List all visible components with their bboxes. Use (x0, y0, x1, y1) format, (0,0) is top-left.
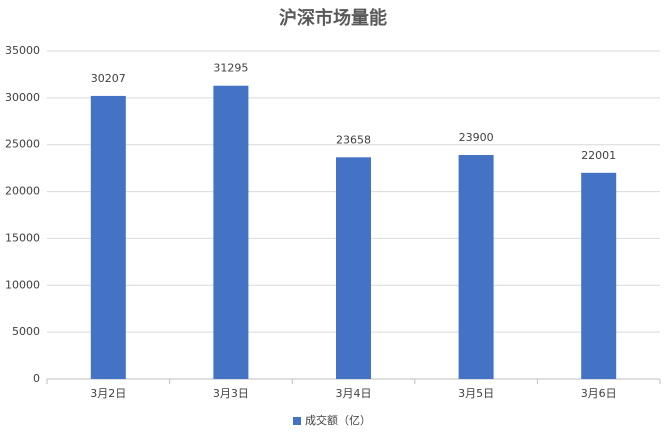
bar (581, 172, 617, 379)
data-label: 22001 (581, 149, 616, 162)
y-tick-label: 20000 (5, 185, 40, 198)
chart-title: 沪深市场量能 (279, 7, 387, 28)
x-tick-label: 3月2日 (90, 387, 126, 400)
bar (90, 95, 126, 379)
y-tick-label: 5000 (12, 325, 40, 338)
legend-label: 成交额（亿） (305, 413, 371, 427)
x-tick-label: 3月3日 (213, 387, 249, 400)
y-tick-label: 15000 (5, 231, 40, 244)
y-tick-label: 35000 (5, 44, 40, 57)
data-label: 23900 (459, 131, 494, 144)
bar (213, 85, 249, 380)
bar (458, 155, 494, 379)
y-tick-label: 10000 (5, 278, 40, 291)
bar (336, 157, 371, 379)
data-label: 31295 (213, 62, 248, 75)
y-tick-label: 30000 (5, 91, 40, 104)
y-tick-label: 25000 (5, 138, 40, 151)
x-tick-label: 3月5日 (458, 387, 494, 400)
x-tick-label: 3月4日 (336, 387, 372, 400)
data-label: 23658 (336, 133, 371, 146)
x-tick-label: 3月6日 (581, 387, 617, 400)
y-tick-label: 0 (33, 372, 40, 385)
data-label: 30207 (91, 72, 126, 85)
legend-swatch (293, 417, 301, 425)
